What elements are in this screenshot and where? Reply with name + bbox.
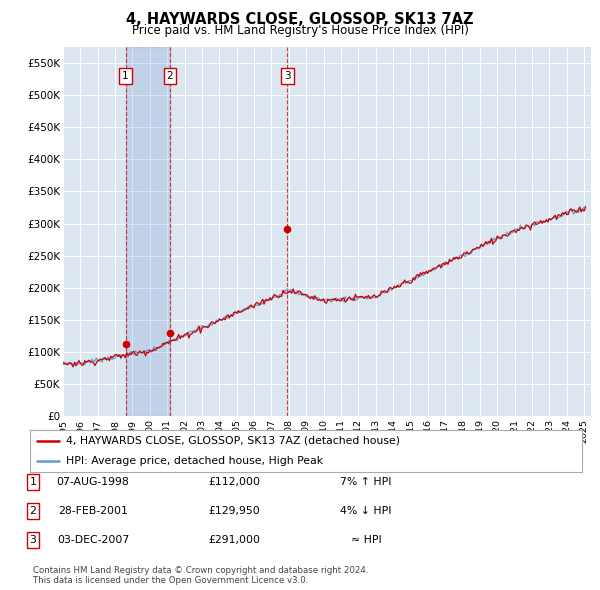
Text: 1: 1 — [122, 71, 129, 81]
Text: Contains HM Land Registry data © Crown copyright and database right 2024.
This d: Contains HM Land Registry data © Crown c… — [33, 566, 368, 585]
Text: 4% ↓ HPI: 4% ↓ HPI — [340, 506, 392, 516]
Text: ≈ HPI: ≈ HPI — [350, 535, 382, 545]
Text: 1: 1 — [29, 477, 37, 487]
Text: £291,000: £291,000 — [208, 535, 260, 545]
Text: 3: 3 — [29, 535, 37, 545]
Text: £129,950: £129,950 — [208, 506, 260, 516]
Text: HPI: Average price, detached house, High Peak: HPI: Average price, detached house, High… — [66, 455, 323, 466]
Text: 3: 3 — [284, 71, 291, 81]
Text: 07-AUG-1998: 07-AUG-1998 — [56, 477, 130, 487]
Text: 2: 2 — [29, 506, 37, 516]
Text: 28-FEB-2001: 28-FEB-2001 — [58, 506, 128, 516]
Text: 4, HAYWARDS CLOSE, GLOSSOP, SK13 7AZ: 4, HAYWARDS CLOSE, GLOSSOP, SK13 7AZ — [126, 12, 474, 27]
Text: 4, HAYWARDS CLOSE, GLOSSOP, SK13 7AZ (detached house): 4, HAYWARDS CLOSE, GLOSSOP, SK13 7AZ (de… — [66, 436, 400, 446]
Bar — [125, 47, 170, 416]
Text: 03-DEC-2007: 03-DEC-2007 — [57, 535, 129, 545]
Text: £112,000: £112,000 — [208, 477, 260, 487]
Text: 2: 2 — [167, 71, 173, 81]
Text: 7% ↑ HPI: 7% ↑ HPI — [340, 477, 392, 487]
Text: Price paid vs. HM Land Registry's House Price Index (HPI): Price paid vs. HM Land Registry's House … — [131, 24, 469, 37]
